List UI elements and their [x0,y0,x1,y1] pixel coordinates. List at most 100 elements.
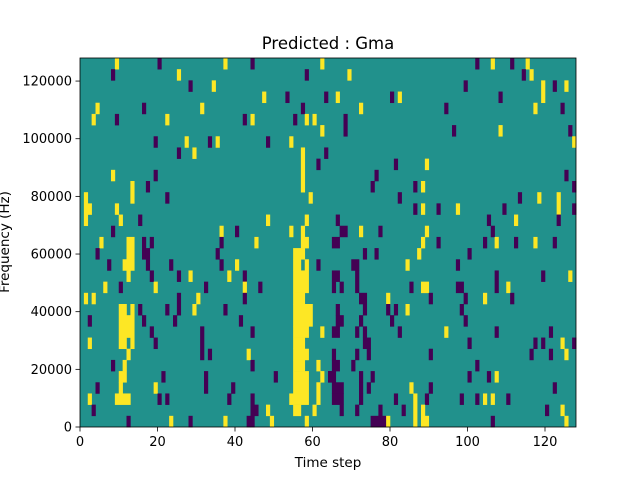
heatmap-cell [331,393,344,405]
heatmap-cell [424,225,430,238]
heatmap-cell [374,169,379,182]
heatmap-cell [506,281,511,294]
heatmap-cell [87,315,92,327]
heatmap-cell [145,181,151,193]
heatmap-cell [331,270,340,282]
heatmap-cell [316,259,321,271]
y-tick-label: 120000 [22,75,72,90]
heatmap-cell [91,404,96,417]
heatmap-cell [165,393,170,405]
heatmap-cell [351,259,360,271]
heatmap-cell [219,259,224,271]
x-axis: 0 20 40 60 80 100 120 [76,427,557,450]
heatmap-cell [560,404,565,417]
y-tick-label: 100000 [22,132,72,147]
heatmap-cell [111,69,116,81]
heatmap-cell [421,415,430,428]
heatmap-cell [514,214,519,227]
heatmap-cell [304,69,309,81]
heatmap-cell [312,113,317,126]
heatmap-cell [339,404,344,417]
heatmap-cell [362,326,368,338]
heatmap-cell [188,415,193,428]
heatmap-cell [235,225,240,238]
heatmap-cell [145,248,151,271]
heatmap-cell [529,348,534,361]
heatmap-cell [285,91,290,104]
heatmap-cell [397,91,402,104]
heatmap-cell [304,236,309,249]
heatmap-cell [204,371,209,394]
heatmap-cell [541,337,546,350]
heatmap-cell [269,415,275,428]
heatmap-cell [510,58,515,70]
heatmap-cell [126,236,135,260]
heatmap-cell [517,192,523,204]
heatmap-cell [142,102,147,115]
heatmap-cell [207,136,213,148]
heatmap-cell [114,113,120,126]
heatmap-cell [463,80,468,92]
heatmap-cell [564,415,569,428]
heatmap-cell [87,337,92,350]
heatmap-cell [568,125,573,137]
heatmap-cell [390,315,395,327]
x-axis-label: Time step [294,455,362,471]
heatmap-cell [316,158,321,171]
heatmap-cell [304,214,309,227]
heatmap-cell [126,315,131,338]
heatmap-cell [324,91,329,104]
heatmap-cell [498,91,503,104]
heatmap-cell [176,292,182,316]
heatmap-cell [149,326,154,338]
heatmap-cell [258,281,263,294]
heatmap-cell [176,270,182,282]
heatmap-cell [533,337,538,350]
axes-frame [79,57,577,428]
heatmap-cell [250,393,255,428]
heatmap-cell [293,359,306,372]
heatmap-cell [413,393,418,428]
heatmap-cell [486,371,492,383]
heatmap-cell [250,113,255,126]
heatmap-cell [459,393,464,405]
heatmap-cell [126,348,131,361]
heatmap-cell [556,192,561,215]
heatmap-cell [463,292,468,305]
heatmap-cell [149,236,154,249]
heatmap-cell [142,236,147,260]
heatmap-cell [95,248,100,260]
heatmap-cell [293,113,298,126]
heatmap-cell [91,113,96,126]
heatmap-cell [548,348,554,361]
heatmap-cell [370,181,375,193]
heatmap-cell [215,248,220,260]
heatmap-cell [564,169,569,182]
heatmap-cell [320,58,325,70]
heatmap-cell [533,236,538,249]
heatmap-cell [490,58,495,70]
heatmap-cell [293,326,309,338]
heatmap-cell [490,225,495,238]
x-tick-label: 40 [227,435,244,450]
heatmap-cell [289,393,309,405]
heatmap-cell [118,281,123,294]
heatmap-cell [475,393,480,405]
heatmap-cell [250,58,255,70]
heatmap-cell [359,371,364,383]
heatmap-cell [293,259,302,271]
heatmap-cell [266,214,271,227]
heatmap-cell [293,304,313,327]
heatmap-cell [320,125,325,137]
heatmap-cell [111,359,116,372]
heatmap-cell [537,192,542,204]
heatmap-cell [312,404,317,417]
heatmap-cell [413,181,418,193]
heatmap-cell [238,315,244,327]
heatmap-cell [118,214,123,227]
heatmap-cell [235,259,240,271]
heatmap-cell [455,281,464,294]
heatmap-cell [126,415,131,428]
heatmap-cell [545,404,550,417]
heatmap-cell [386,415,391,428]
